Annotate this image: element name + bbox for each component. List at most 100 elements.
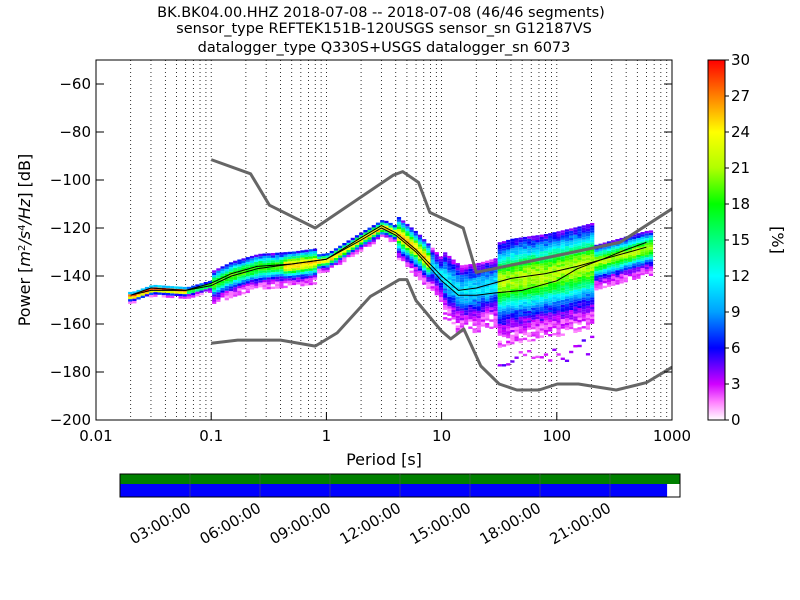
heatmap-cell <box>590 273 595 276</box>
heatmap-cell <box>569 310 574 313</box>
heatmap-cell <box>569 317 574 320</box>
heatmap-cell <box>590 259 595 262</box>
heatmap-cell <box>325 269 330 273</box>
heatmap-cell <box>581 268 586 271</box>
heatmap-cell <box>237 290 242 294</box>
heatmap-cell <box>552 232 557 235</box>
heatmap-cell <box>501 332 507 335</box>
heatmap-cell <box>514 250 519 253</box>
heatmap-cell <box>464 312 469 316</box>
heatmap-cell <box>560 230 565 233</box>
heatmap-cell <box>203 282 208 285</box>
heatmap-cell <box>455 275 460 278</box>
heatmap-cell <box>598 279 603 283</box>
heatmap-cell <box>438 282 444 286</box>
heatmap-cell <box>636 274 641 277</box>
heatmap-cell <box>640 246 645 249</box>
timeline-label: 06:00:00 <box>197 499 264 548</box>
heatmap-cell <box>640 270 645 273</box>
heatmap-cell <box>342 255 347 258</box>
heatmap-cell <box>455 301 460 304</box>
heatmap-cell <box>506 311 511 315</box>
heatmap-cell <box>552 321 557 324</box>
heatmap-cell <box>233 294 238 297</box>
heatmap-cell <box>581 311 586 315</box>
heatmap-cell <box>585 245 591 249</box>
heatmap-cell <box>510 286 515 290</box>
heatmap-cell <box>560 311 565 315</box>
heatmap-cell <box>518 247 523 250</box>
heatmap-cell <box>518 314 523 317</box>
heatmap-cell <box>510 243 515 246</box>
heatmap-cell <box>489 259 494 262</box>
heatmap-cell <box>199 288 204 291</box>
heatmap-cell <box>552 263 557 266</box>
heatmap-cell <box>468 316 473 320</box>
heatmap-cell <box>191 292 196 296</box>
heatmap-cell <box>510 272 515 275</box>
heatmap-cell <box>476 296 481 299</box>
heatmap-cell <box>493 325 498 328</box>
heatmap-cell <box>455 284 460 288</box>
median-line <box>130 227 647 296</box>
heatmap-cell <box>241 272 246 276</box>
heatmap-cell <box>266 258 271 261</box>
x-axis-label: Period [s] <box>346 450 422 469</box>
heatmap-cell <box>291 270 297 274</box>
heatmap-cell <box>464 279 469 282</box>
heatmap-cell <box>556 264 561 268</box>
heatmap-cell <box>325 253 330 256</box>
heatmap-cell <box>543 286 549 290</box>
heatmap-cell <box>573 275 578 278</box>
heatmap-cell <box>644 259 649 263</box>
heatmap-cell <box>388 227 393 231</box>
heatmap-cell <box>480 309 486 313</box>
heatmap-cell <box>140 295 145 298</box>
heatmap-cell <box>556 240 561 244</box>
heatmap-cell <box>531 242 536 246</box>
heatmap-cell <box>548 283 553 286</box>
heatmap-cell <box>480 319 486 322</box>
heatmap-cell <box>422 253 427 256</box>
heatmap-cell <box>569 233 574 236</box>
heatmap-cell <box>506 343 511 346</box>
heatmap-cell <box>531 264 536 267</box>
heatmap-cell <box>514 259 519 263</box>
heatmap-cell <box>556 300 561 304</box>
heatmap-cell <box>468 304 473 308</box>
heatmap-cell <box>640 236 645 240</box>
heatmap-cell <box>615 255 620 259</box>
heatmap-cell <box>585 240 591 244</box>
heatmap-cell <box>543 296 549 299</box>
heatmap-cell <box>623 258 628 261</box>
heatmap-cell <box>648 268 654 272</box>
heatmap-cell <box>522 241 528 245</box>
heatmap-cell <box>543 234 549 237</box>
heatmap-cell <box>506 254 511 257</box>
heatmap-cell <box>485 282 490 285</box>
heatmap-cell <box>451 288 456 291</box>
heatmap-cell <box>501 260 507 263</box>
heatmap-cell <box>312 272 318 275</box>
heatmap-cell <box>548 240 553 243</box>
heatmap-cell <box>413 271 418 275</box>
heatmap-cell <box>590 292 595 295</box>
heatmap-cell <box>417 258 423 262</box>
heatmap-cell <box>451 264 456 267</box>
heatmap-cell <box>594 252 599 255</box>
heatmap-cell <box>212 301 217 304</box>
heatmap-cell <box>480 295 486 298</box>
heatmap-cell <box>640 260 645 264</box>
heatmap-cell <box>556 267 561 270</box>
heatmap-cell <box>455 291 460 295</box>
heatmap-cell <box>359 232 364 235</box>
heatmap-cell <box>531 356 536 359</box>
heatmap-cell <box>543 289 549 292</box>
heatmap-cell <box>573 294 578 297</box>
heatmap-cell <box>321 270 326 273</box>
heatmap-cell <box>249 277 255 280</box>
heatmap-cell <box>451 302 456 306</box>
heatmap-cell <box>245 281 250 284</box>
heatmap-cell <box>426 286 431 289</box>
heatmap-cell <box>522 270 528 273</box>
